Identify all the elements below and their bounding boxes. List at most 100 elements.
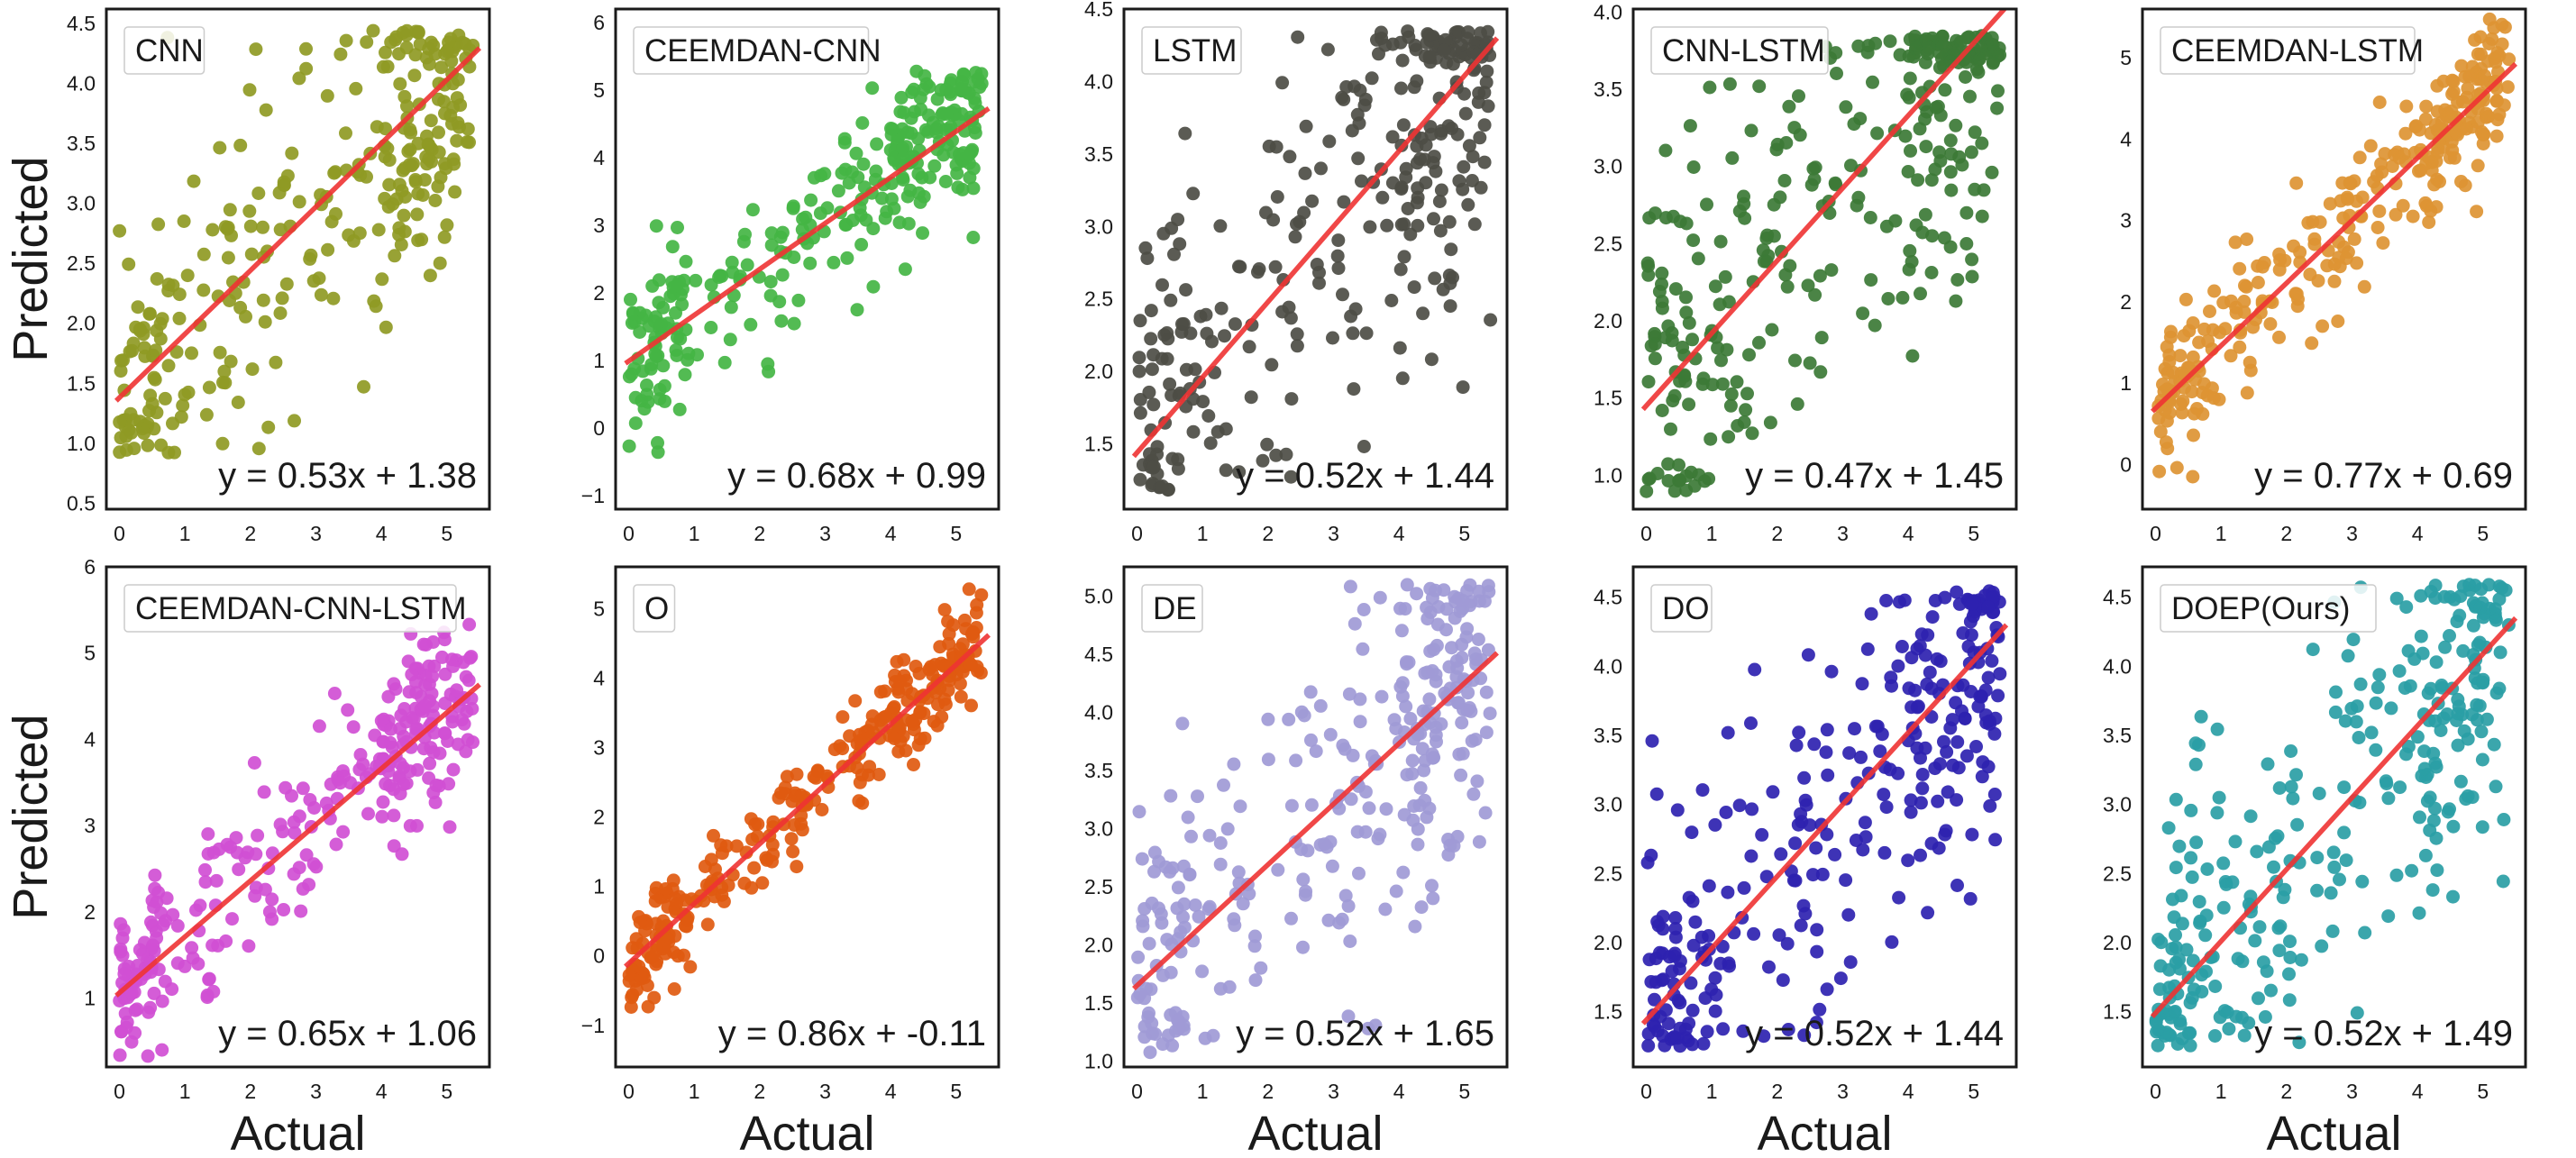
data-point [1157,328,1172,342]
data-point [219,934,233,948]
data-point [451,737,465,752]
data-point [1454,768,1468,782]
data-point [724,300,738,315]
data-point [1745,802,1759,816]
data-point [2229,1009,2243,1024]
x-axis-label: Actual [1247,1107,1383,1158]
data-point [916,226,929,241]
data-point [1410,587,1424,601]
data-point [740,258,754,272]
data-point [2350,1006,2364,1020]
data-point [895,122,909,136]
data-point [438,106,452,121]
data-point [1778,268,1793,282]
data-point [853,775,867,789]
data-point [2287,239,2301,253]
x-tick-label: 4 [2412,522,2424,545]
data-point [953,677,967,691]
data-point [870,137,884,151]
data-point [241,845,255,860]
data-point [1160,933,1174,947]
data-point [1290,217,1303,232]
data-point [2250,844,2264,859]
data-point [2426,814,2441,828]
data-point [1283,150,1297,164]
data-point [1156,1037,1170,1052]
data-point [1478,806,1493,820]
data-point [1943,165,1958,179]
y-tick-label: 2.5 [67,251,96,275]
data-point [2482,12,2497,26]
data-point [966,181,981,196]
data-point [835,166,849,180]
data-point [1938,83,1952,97]
data-point [1959,237,1974,251]
y-tick-label: 2.0 [1084,360,1113,383]
data-point [1247,939,1262,953]
data-point [747,861,762,875]
data-point [185,941,199,955]
y-tick-label: 3.5 [1084,142,1113,166]
data-point [1289,753,1303,768]
data-point [2162,962,2177,977]
data-point [848,694,863,708]
data-point [2346,633,2361,647]
regression-equation: y = 0.52x + 1.44 [1745,1014,2004,1053]
data-point [261,420,276,434]
data-point [1242,887,1256,901]
y-axis-label: Predicted [4,156,58,361]
data-point [424,35,438,50]
data-point [1655,266,1669,280]
data-point [1904,805,1918,819]
data-point [763,275,778,289]
data-point [1895,640,1909,653]
data-point [2456,643,2471,658]
data-point [465,702,480,716]
data-point [406,157,420,171]
data-point [1918,207,1932,222]
data-point [1384,294,1399,307]
data-point [1696,1036,1711,1051]
data-point [1905,349,1920,363]
data-point [2451,95,2465,109]
data-point [2343,176,2357,190]
data-point [1848,722,1861,736]
data-point [1914,848,1927,862]
data-point [891,685,906,699]
data-point [1985,165,1999,179]
data-point [2471,159,2485,173]
data-point [120,1015,134,1029]
data-point [2183,1038,2197,1053]
data-point [2480,712,2494,726]
data-point [2474,725,2489,739]
data-point [422,659,436,673]
data-point [2478,68,2492,83]
data-point [1394,81,1408,96]
data-point [1820,723,1834,737]
data-point [1799,798,1813,812]
data-point [1685,333,1699,347]
data-point [1472,834,1486,849]
data-point [2459,792,2473,807]
regression-equation: y = 0.86x + -0.11 [718,1014,986,1053]
data-point [1455,716,1469,730]
data-point [656,359,671,373]
y-tick-label: 4.5 [67,12,96,35]
data-point [1819,745,1833,760]
data-point [304,248,318,262]
data-point [1279,447,1293,461]
data-point [206,845,221,860]
data-point [1918,648,1932,662]
data-point [938,123,953,137]
data-point [1147,864,1161,879]
data-point [1792,725,1806,740]
plot-background [1633,9,2016,509]
data-point [1709,988,1723,1002]
data-point [1661,457,1676,471]
data-point [1649,787,1664,801]
y-tick-label: 5 [593,597,605,620]
data-point [405,667,419,681]
data-point [1752,79,1767,94]
data-point [759,851,773,865]
data-point [422,770,436,785]
